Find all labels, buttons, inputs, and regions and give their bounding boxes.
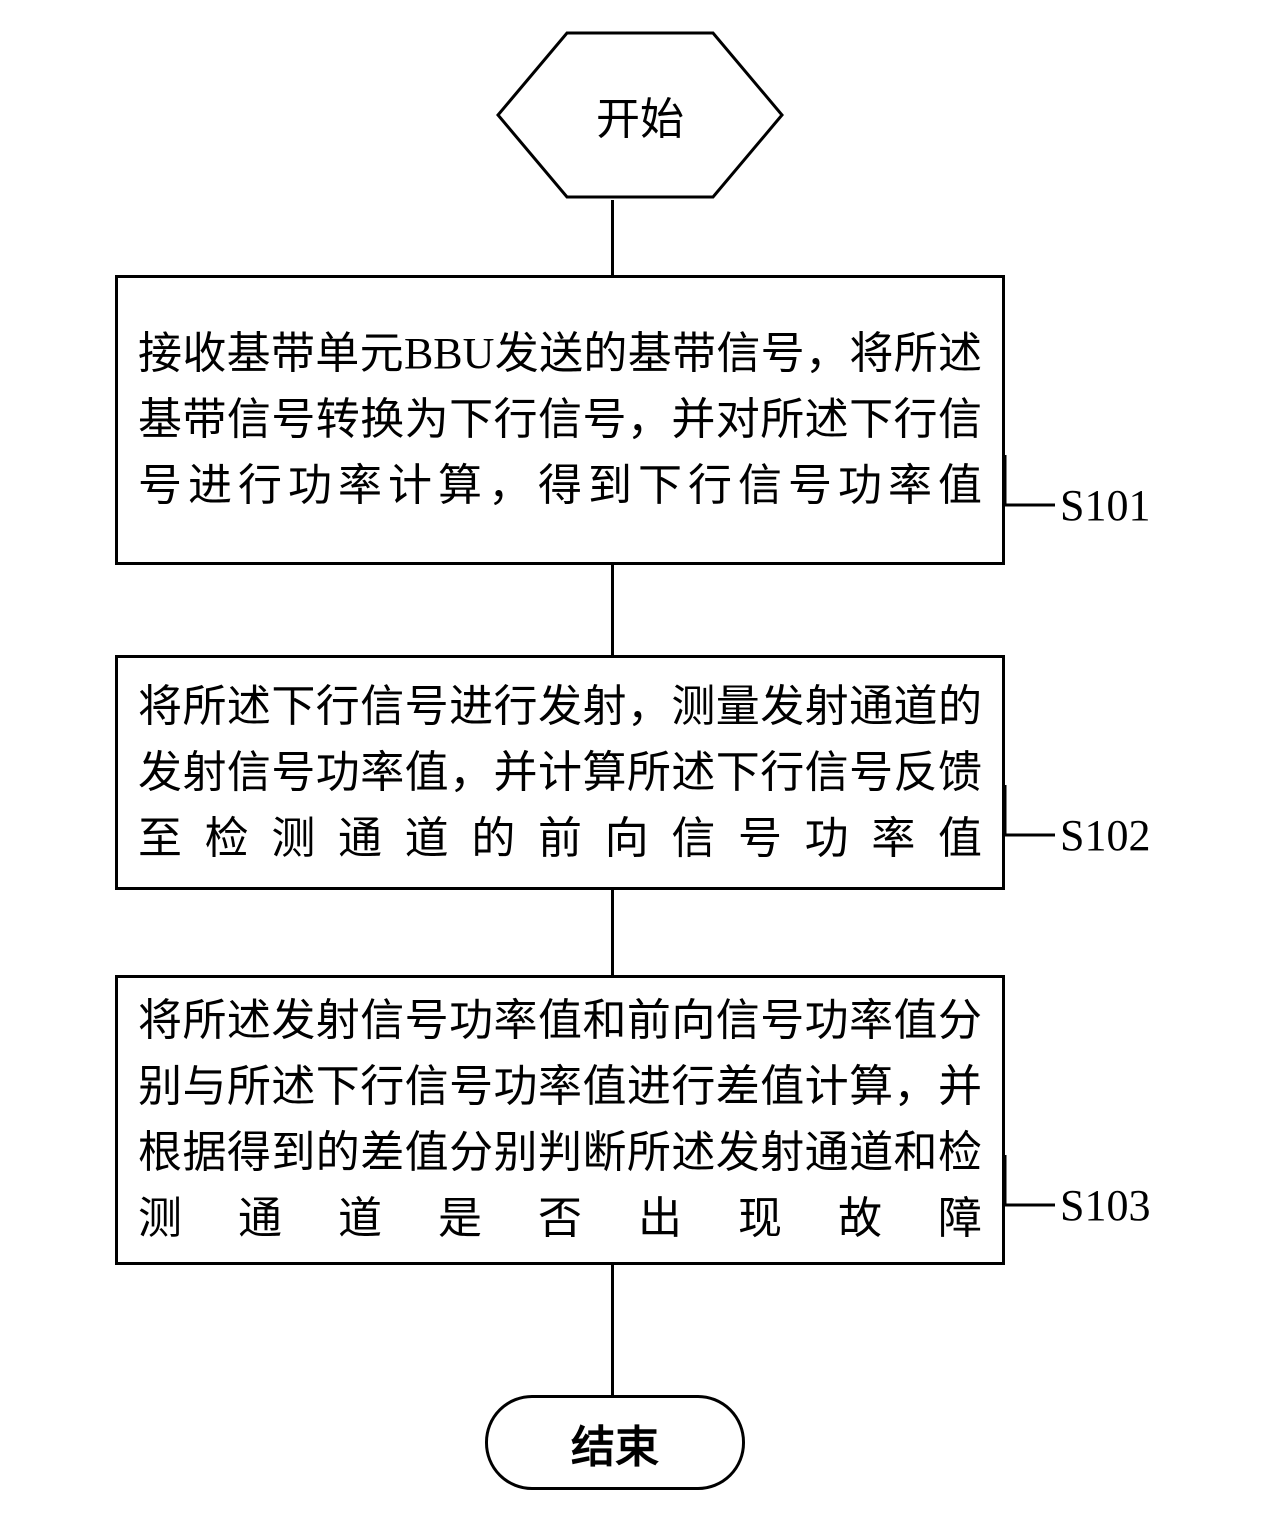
- flowchart-canvas: 开始 接收基带单元BBU发送的基带信号，将所述基带信号转换为下行信号，并对所述下…: [0, 0, 1287, 1521]
- step-s101-text: 接收基带单元BBU发送的基带信号，将所述基带信号转换为下行信号，并对所述下行信号…: [138, 321, 982, 519]
- step-s102: 将所述下行信号进行发射，测量发射通道的发射信号功率值，并计算所述下行信号反馈至检…: [115, 655, 1005, 890]
- label-s101: S101: [1060, 480, 1150, 531]
- step-s103-text: 将所述发射信号功率值和前向信号功率值分别与所述下行信号功率值进行差值计算，并根据…: [138, 988, 982, 1252]
- step-s102-text: 将所述下行信号进行发射，测量发射通道的发射信号功率值，并计算所述下行信号反馈至检…: [138, 674, 982, 872]
- end-label: 结束: [571, 1411, 659, 1475]
- label-s102: S102: [1060, 810, 1150, 861]
- start-node: 开始: [495, 30, 785, 200]
- hook-s102: [1005, 785, 1060, 840]
- end-node: 结束: [485, 1395, 745, 1490]
- label-s103: S103: [1060, 1180, 1150, 1231]
- step-s101: 接收基带单元BBU发送的基带信号，将所述基带信号转换为下行信号，并对所述下行信号…: [115, 275, 1005, 565]
- edge-s103-end: [611, 1265, 614, 1395]
- hook-s103: [1005, 1155, 1060, 1210]
- start-label: 开始: [596, 83, 684, 147]
- edge-s101-s102: [611, 565, 614, 655]
- edge-start-s101: [611, 200, 614, 275]
- step-s103: 将所述发射信号功率值和前向信号功率值分别与所述下行信号功率值进行差值计算，并根据…: [115, 975, 1005, 1265]
- edge-s102-s103: [611, 890, 614, 975]
- hook-s101: [1005, 455, 1060, 510]
